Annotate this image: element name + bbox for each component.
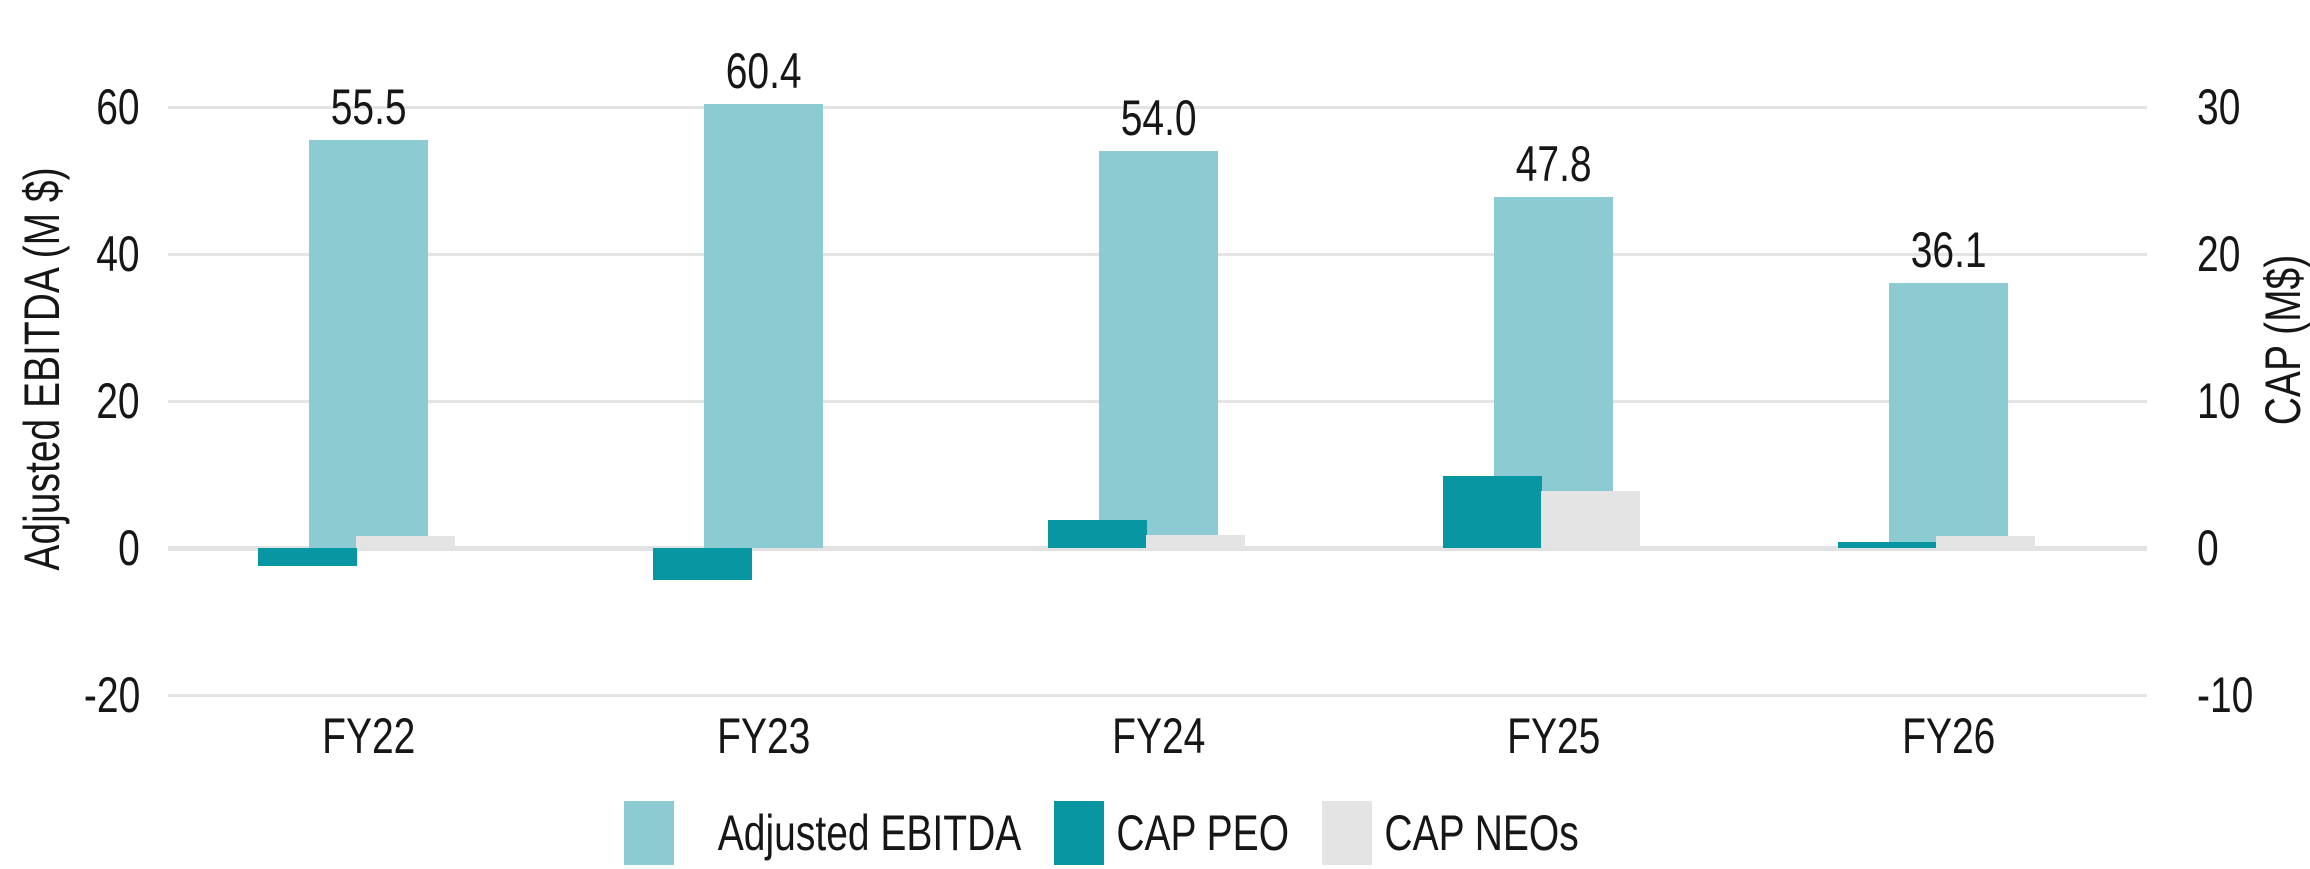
bar-value-label-text: 36.1 xyxy=(1910,221,1987,278)
bar-cap-neos xyxy=(1145,534,1245,548)
legend-cap-peo-swatch xyxy=(1054,801,1104,865)
bar-cap-peo xyxy=(652,548,752,581)
y-axis-left-tick-text: 0 xyxy=(118,520,140,576)
bar-adjusted-ebitda xyxy=(309,140,428,548)
y-axis-left-tick: 40 xyxy=(0,229,140,279)
bar-adjusted-ebitda xyxy=(1889,282,2008,548)
y-axis-left-tick-text: 60 xyxy=(96,79,140,135)
bar-value-label: 54.0 xyxy=(1009,93,1309,143)
y-axis-left-tick: 0 xyxy=(0,523,140,573)
y-axis-left-tick: 20 xyxy=(0,376,140,426)
right-axis-title: CAP (M$) xyxy=(2255,231,2310,450)
x-axis-tick-text: FY22 xyxy=(321,708,416,764)
x-axis-tick-text: FY23 xyxy=(716,708,811,764)
y-axis-right-tick: -10 xyxy=(2197,670,2310,720)
y-axis-left-tick: -20 xyxy=(0,670,140,720)
bar-cap-neos xyxy=(1935,536,2035,548)
left-axis-title-text: Adjusted EBITDA (M $) xyxy=(14,167,70,571)
legend-cap-neos-label: CAP NEOs xyxy=(1232,808,1732,858)
gridline xyxy=(168,693,2147,697)
legend-cap-peo-label-text: CAP PEO xyxy=(1116,805,1290,861)
legend-adjusted-ebitda-label-text: Adjusted EBITDA xyxy=(718,805,1022,861)
bar-value-label-text: 54.0 xyxy=(1120,90,1197,147)
bar-cap-peo xyxy=(1047,520,1147,548)
x-axis-tick-text: FY24 xyxy=(1111,708,1206,764)
right-axis-title-text: CAP (M$) xyxy=(2255,254,2310,426)
y-axis-right-tick: 0 xyxy=(2197,523,2310,573)
legend-cap-neos-label-text: CAP NEOs xyxy=(1384,805,1580,861)
y-axis-right-tick: 30 xyxy=(2197,82,2310,132)
y-axis-right-tick-text: 0 xyxy=(2197,520,2219,576)
bar-value-label-text: 55.5 xyxy=(330,79,407,136)
y-axis-left-tick-text: 20 xyxy=(96,373,140,429)
bar-value-label: 60.4 xyxy=(614,46,914,96)
bar-cap-peo xyxy=(257,548,357,566)
bar-value-label: 55.5 xyxy=(219,82,519,132)
y-axis-right-tick-text: 10 xyxy=(2197,373,2241,429)
bar-cap-peo xyxy=(1442,475,1542,548)
zero-gridline xyxy=(168,545,2147,551)
bar-cap-peo xyxy=(1837,542,1937,548)
legend-adjusted-ebitda-label: Adjusted EBITDA xyxy=(620,808,1120,858)
bar-value-label-text: 60.4 xyxy=(725,43,802,100)
legend-cap-neos-swatch xyxy=(1322,801,1372,865)
y-axis-right-tick-text: -10 xyxy=(2197,667,2254,723)
x-axis-tick: FY26 xyxy=(1799,711,2099,761)
x-axis-tick: FY24 xyxy=(1009,711,1309,761)
left-axis-title: Adjusted EBITDA (M $) xyxy=(14,111,70,628)
x-axis-tick: FY25 xyxy=(1404,711,1704,761)
y-axis-right-tick-text: 30 xyxy=(2197,79,2241,135)
bar-cap-neos xyxy=(1540,490,1640,548)
bar-cap-neos xyxy=(355,536,455,548)
bar-value-label-text: 47.8 xyxy=(1515,135,1592,192)
bar-value-label: 47.8 xyxy=(1404,139,1704,189)
y-axis-right-tick: 10 xyxy=(2197,376,2310,426)
gridline xyxy=(168,105,2147,109)
legend-cap-peo-label: CAP PEO xyxy=(953,808,1453,858)
x-axis-tick-text: FY25 xyxy=(1506,708,1601,764)
x-axis-tick: FY22 xyxy=(219,711,519,761)
y-axis-left-tick-text: 40 xyxy=(96,226,140,282)
bar-adjusted-ebitda xyxy=(1099,151,1218,548)
legend-adjusted-ebitda-swatch xyxy=(624,801,674,865)
y-axis-left-tick-text: -20 xyxy=(83,667,140,723)
y-axis-right-tick: 20 xyxy=(2197,229,2310,279)
y-axis-right-tick-text: 20 xyxy=(2197,226,2241,282)
bar-adjusted-ebitda xyxy=(704,104,823,548)
x-axis-tick: FY23 xyxy=(614,711,914,761)
x-axis-tick-text: FY26 xyxy=(1901,708,1996,764)
bar-value-label: 36.1 xyxy=(1799,225,2099,275)
y-axis-left-tick: 60 xyxy=(0,82,140,132)
